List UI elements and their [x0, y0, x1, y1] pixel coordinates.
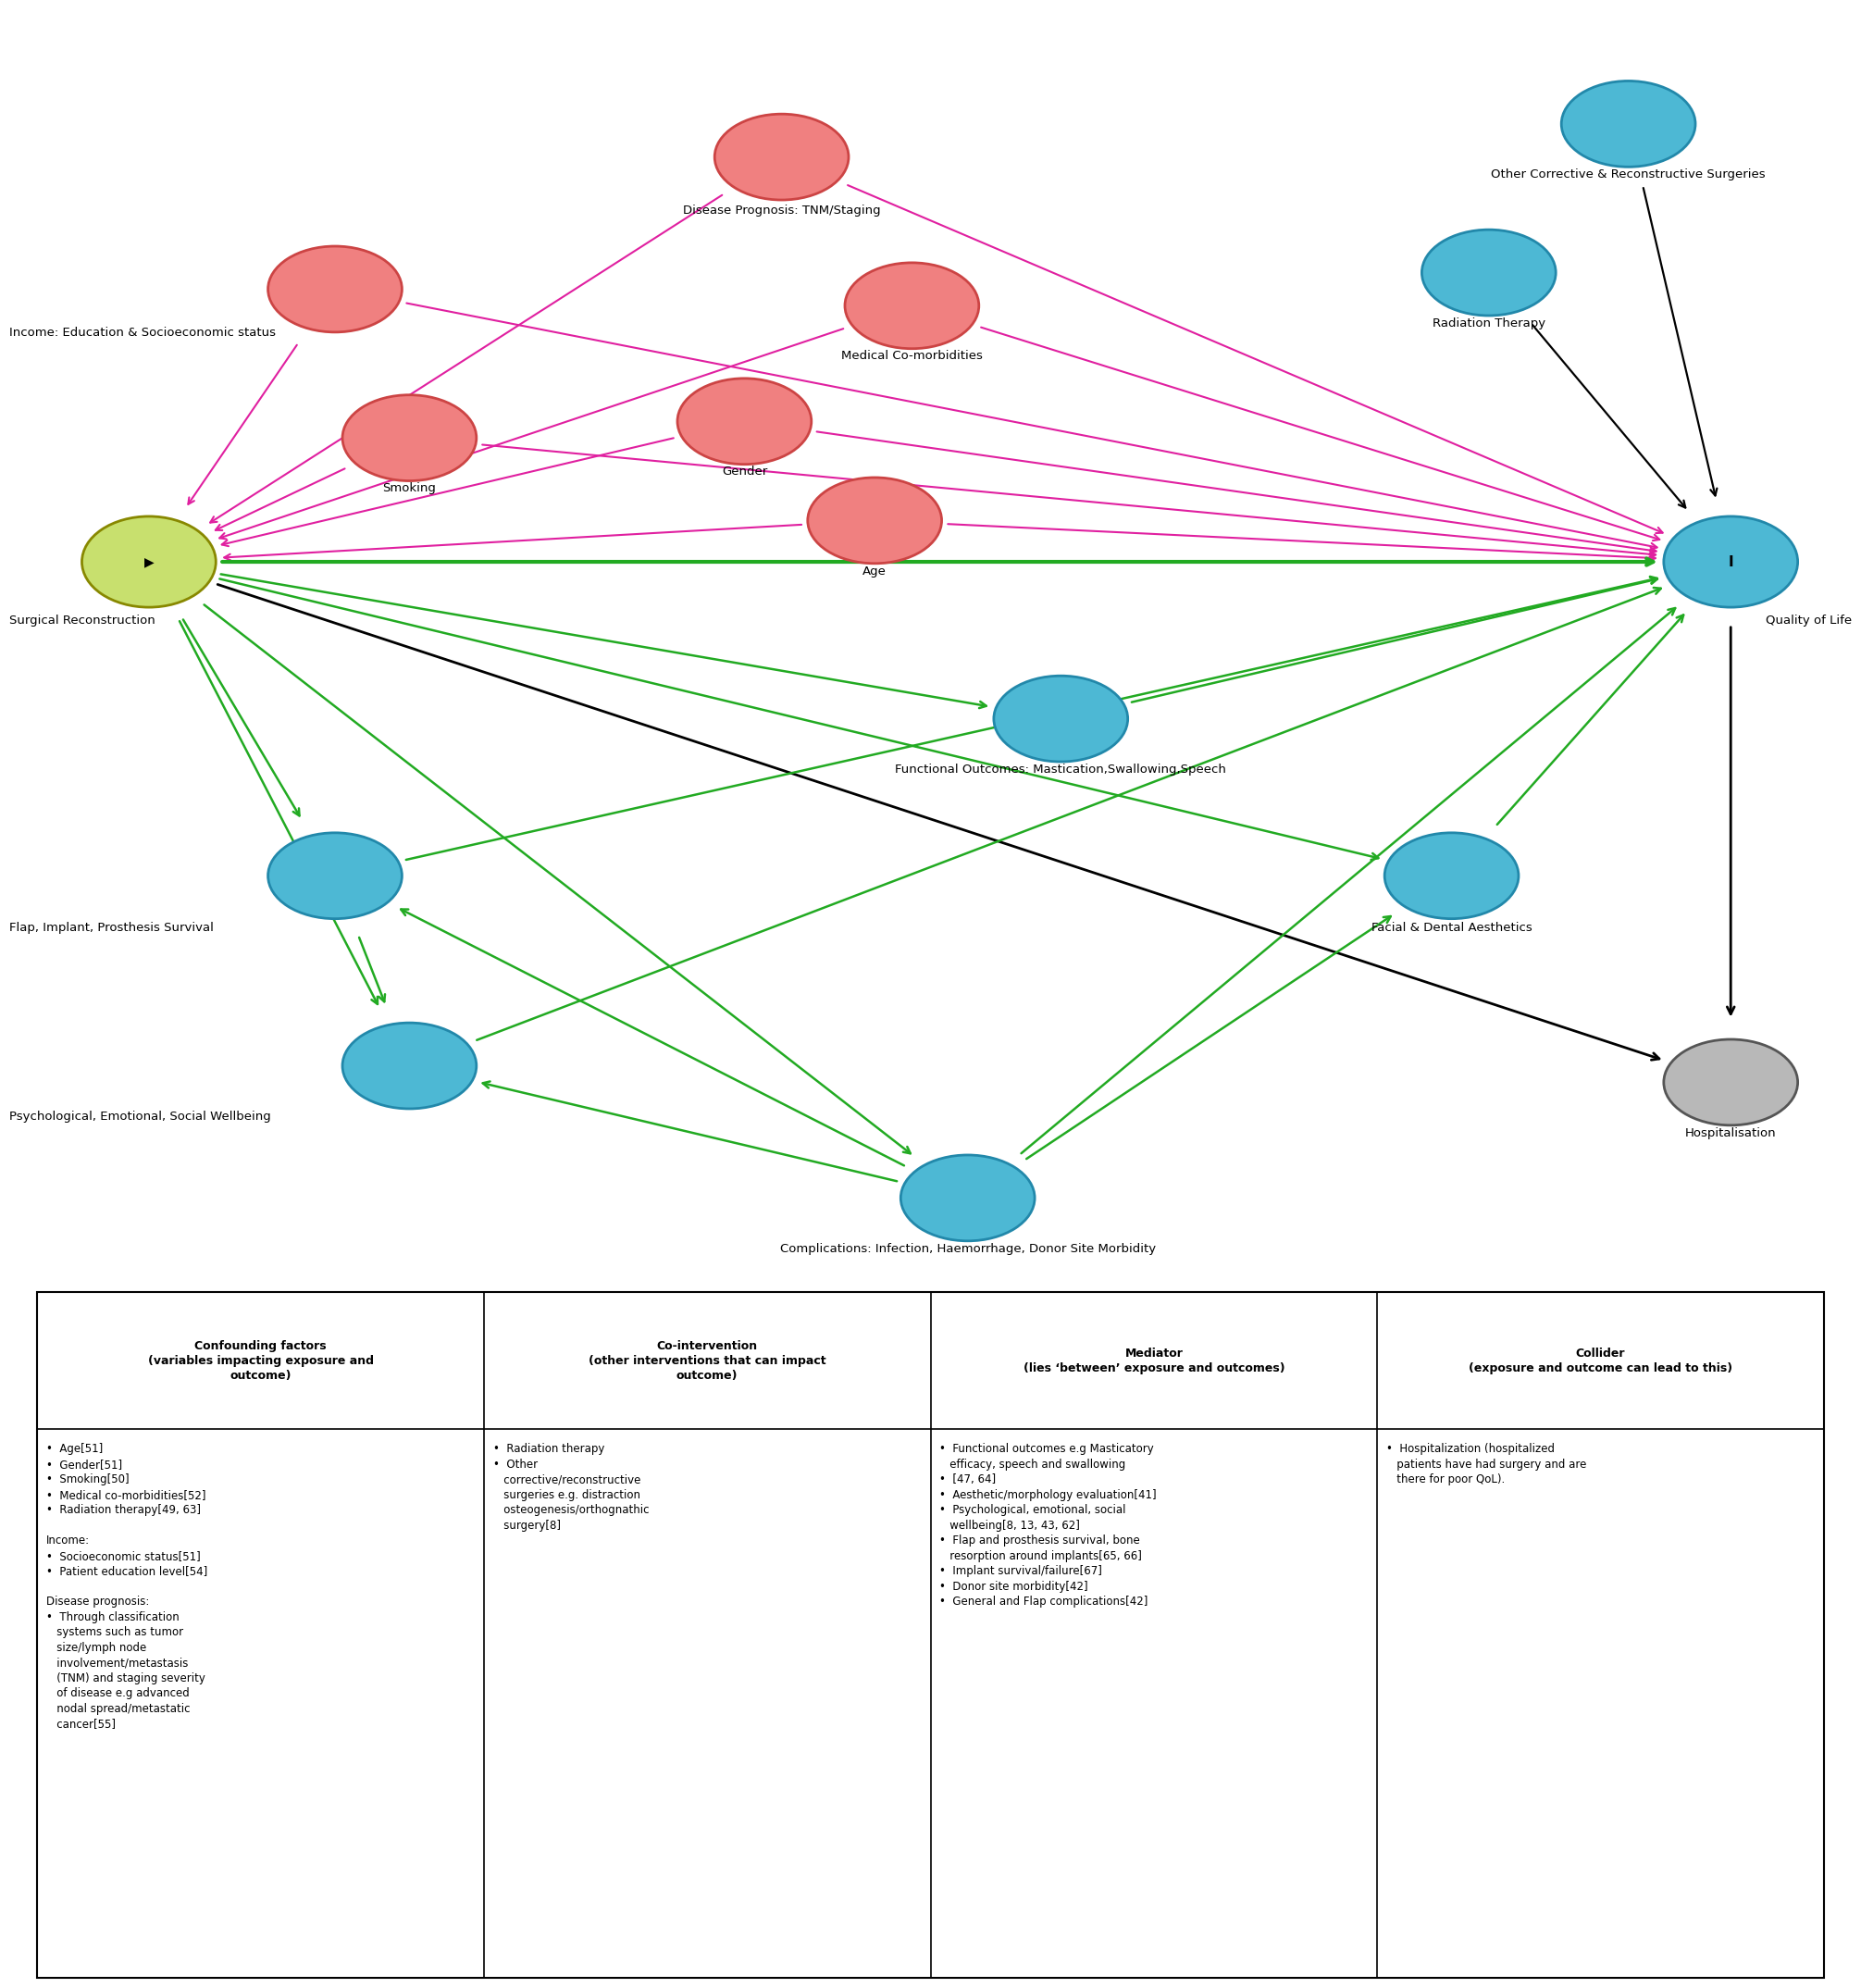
- Ellipse shape: [1664, 1040, 1798, 1125]
- Text: Complications: Infection, Haemorrhage, Donor Site Morbidity: Complications: Infection, Haemorrhage, D…: [780, 1242, 1156, 1254]
- Text: •  Functional outcomes e.g Masticatory
   efficacy, speech and swallowing
•  [47: • Functional outcomes e.g Masticatory ef…: [940, 1443, 1156, 1608]
- Text: •  Radiation therapy
•  Other
   corrective/reconstructive
   surgeries e.g. dis: • Radiation therapy • Other corrective/r…: [493, 1443, 649, 1531]
- Text: Other Corrective & Reconstructive Surgeries: Other Corrective & Reconstructive Surger…: [1491, 169, 1766, 181]
- Ellipse shape: [342, 396, 476, 481]
- Text: Radiation Therapy: Radiation Therapy: [1433, 318, 1545, 330]
- Text: Functional Outcomes: Mastication,Swallowing,Speech: Functional Outcomes: Mastication,Swallow…: [895, 763, 1226, 775]
- Ellipse shape: [268, 247, 402, 332]
- Text: Flap, Implant, Prosthesis Survival: Flap, Implant, Prosthesis Survival: [9, 922, 214, 934]
- Ellipse shape: [1664, 517, 1798, 606]
- Text: •  Age[51]
•  Gender[51]
•  Smoking[50]
•  Medical co-morbidities[52]
•  Radiati: • Age[51] • Gender[51] • Smoking[50] • M…: [47, 1443, 207, 1730]
- Text: Quality of Life: Quality of Life: [1766, 614, 1852, 626]
- Ellipse shape: [808, 477, 942, 563]
- Text: Smoking: Smoking: [383, 483, 435, 495]
- Ellipse shape: [715, 113, 849, 201]
- Text: Mediator
(lies ‘between’ exposure and outcomes): Mediator (lies ‘between’ exposure and ou…: [1024, 1348, 1284, 1374]
- Ellipse shape: [845, 262, 979, 348]
- Text: Facial & Dental Aesthetics: Facial & Dental Aesthetics: [1372, 922, 1532, 934]
- Text: Surgical Reconstruction: Surgical Reconstruction: [9, 614, 154, 626]
- Text: Medical Co-morbidities: Medical Co-morbidities: [841, 350, 983, 362]
- Text: Confounding factors
(variables impacting exposure and
outcome): Confounding factors (variables impacting…: [147, 1340, 374, 1382]
- Ellipse shape: [268, 833, 402, 918]
- Text: ▶: ▶: [143, 555, 154, 569]
- Ellipse shape: [342, 1022, 476, 1109]
- Text: Collider
(exposure and outcome can lead to this): Collider (exposure and outcome can lead …: [1468, 1348, 1733, 1374]
- Text: •  Hospitalization (hospitalized
   patients have had surgery and are
   there f: • Hospitalization (hospitalized patients…: [1386, 1443, 1586, 1485]
- Text: Hospitalisation: Hospitalisation: [1684, 1127, 1777, 1139]
- Text: Age: Age: [864, 565, 886, 577]
- Ellipse shape: [901, 1155, 1035, 1241]
- Ellipse shape: [1561, 82, 1695, 167]
- Ellipse shape: [82, 517, 216, 606]
- Ellipse shape: [1385, 833, 1519, 918]
- Text: Gender: Gender: [722, 465, 767, 477]
- Ellipse shape: [677, 378, 811, 465]
- Text: Psychological, Emotional, Social Wellbeing: Psychological, Emotional, Social Wellbei…: [9, 1111, 272, 1123]
- Text: Income: Education & Socioeconomic status: Income: Education & Socioeconomic status: [9, 328, 275, 340]
- Text: Disease Prognosis: TNM/Staging: Disease Prognosis: TNM/Staging: [683, 205, 880, 217]
- Ellipse shape: [994, 676, 1128, 761]
- Ellipse shape: [1422, 231, 1556, 316]
- Text: I: I: [1729, 555, 1733, 569]
- Text: Co-intervention
(other interventions that can impact
outcome): Co-intervention (other interventions tha…: [588, 1340, 826, 1382]
